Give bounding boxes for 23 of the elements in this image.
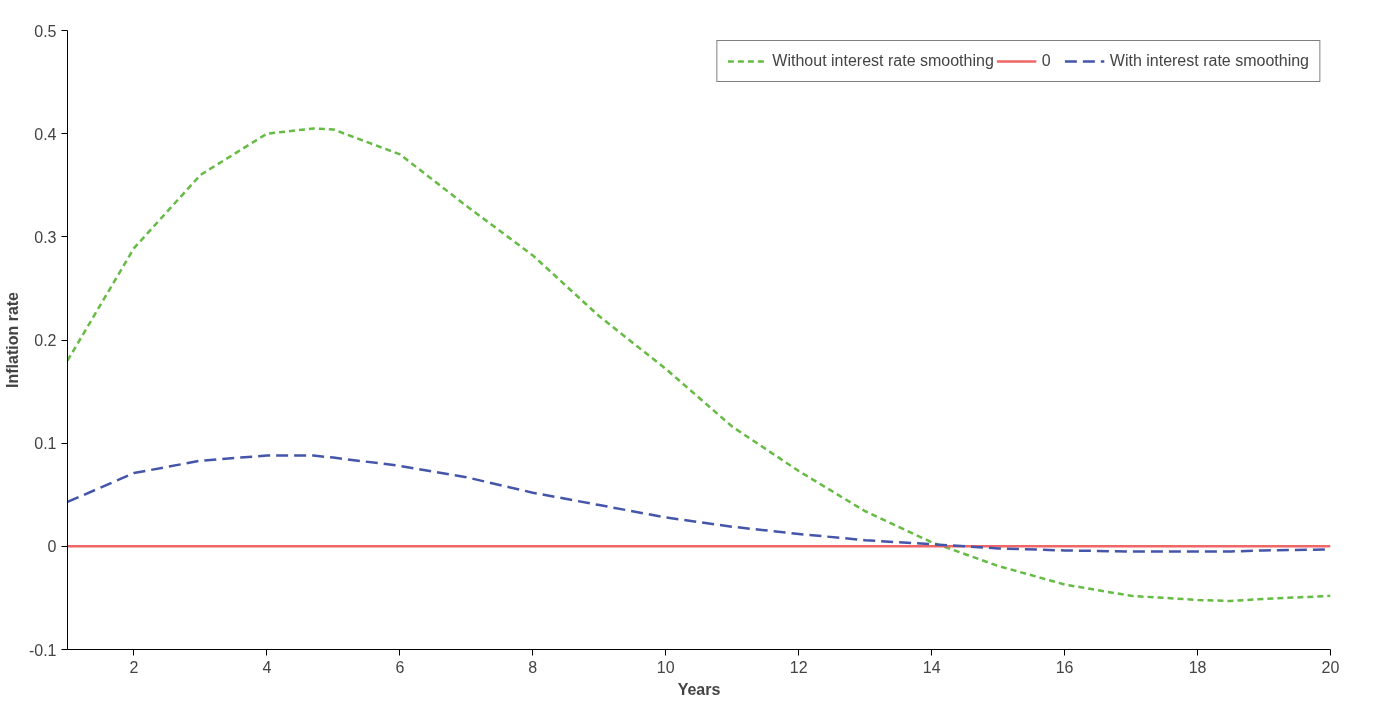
x-tick-label: 14 xyxy=(922,658,941,676)
line-series xyxy=(67,127,1331,603)
x-tick-label: 20 xyxy=(1321,658,1340,676)
y-tick-label: 0.1 xyxy=(34,435,57,453)
x-tick-label: 4 xyxy=(262,658,272,676)
x-tick-label: 12 xyxy=(789,658,808,676)
y-tick-label: 0 xyxy=(47,538,57,556)
y-tick-label: -0.1 xyxy=(28,641,57,659)
x-tick-label: 18 xyxy=(1188,658,1207,676)
x-tick-label: 8 xyxy=(528,658,538,676)
y-tick-label: 0.5 xyxy=(34,22,57,40)
y-axis-title: Inflation rate xyxy=(3,291,21,388)
y-tick-label: 0.4 xyxy=(34,125,57,143)
x-tick-label: 16 xyxy=(1055,658,1074,676)
x-tick-label: 6 xyxy=(395,658,405,676)
legend-label: Without interest rate smoothing xyxy=(772,52,994,70)
legend-label: 0 xyxy=(1041,52,1052,70)
x-axis-title: Years xyxy=(677,680,721,698)
x-tick-label: 2 xyxy=(129,658,139,676)
y-tick-label: 0.2 xyxy=(34,332,57,349)
y-tick-label: 0.3 xyxy=(34,228,57,246)
legend-label: With interest rate smoothing xyxy=(1109,52,1309,70)
x-tick-label: 10 xyxy=(656,658,675,676)
